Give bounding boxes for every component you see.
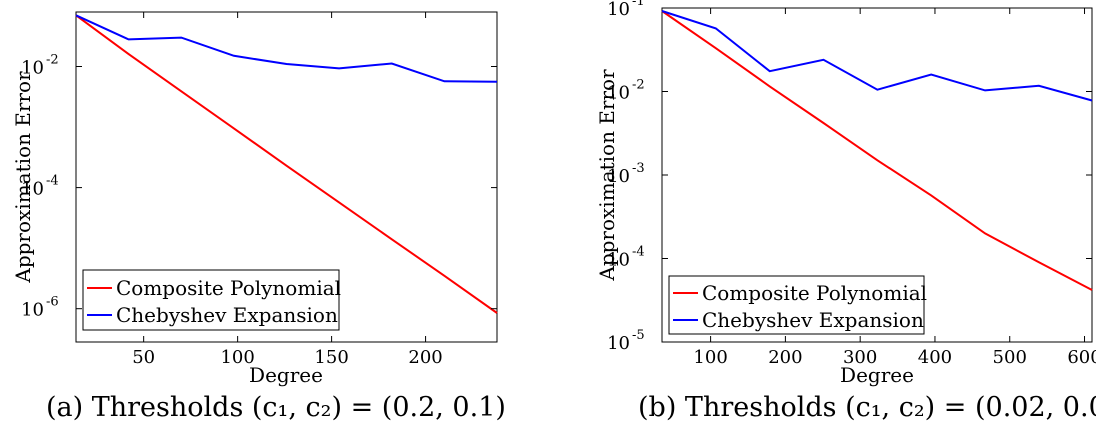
y-tick-exponent: -2 (46, 52, 59, 67)
legend-label: Composite Polynomial (702, 281, 927, 305)
x-tick-label: 100 (220, 347, 254, 368)
x-tick-label: 200 (408, 347, 442, 368)
series-layer (661, 10, 1093, 291)
x-tick-label: 400 (918, 347, 952, 368)
series-layer (75, 14, 498, 314)
x-tick-label: 200 (768, 347, 802, 368)
y-tick-exponent: -1 (632, 0, 645, 9)
legend: Composite Polynomial Chebyshev Expansion (82, 269, 341, 331)
y-tick-exponent: -4 (632, 245, 645, 260)
series-line (75, 14, 498, 314)
y-tick-exponent: -5 (632, 328, 645, 343)
series-line (75, 14, 498, 83)
y-axis-label: Approximation Error (595, 69, 619, 282)
x-tick-label: 100 (693, 347, 727, 368)
legend-box (82, 269, 340, 331)
series-line (661, 10, 1093, 291)
y-tick-exponent: -4 (46, 174, 59, 189)
caption-a: (a) Thresholds (c₁, c₂) = (0.2, 0.1) (46, 392, 506, 423)
legend: Composite Polynomial Chebyshev Expansion (668, 275, 927, 335)
x-tick-label: 300 (843, 347, 877, 368)
y-tick-label: 10 (607, 250, 630, 271)
y-tick-label: 10 (21, 300, 44, 321)
y-tick-label: 10 (607, 333, 630, 354)
series-line (661, 10, 1093, 102)
y-tick-label: 10 (607, 166, 630, 187)
y-tick-exponent: -6 (46, 295, 59, 310)
y-tick-exponent: -3 (632, 161, 645, 176)
x-axis-label: Degree (249, 363, 323, 387)
y-tick-label: 10 (21, 57, 44, 78)
legend-box (668, 275, 925, 335)
y-tick-exponent: -2 (632, 78, 645, 93)
y-axis-label: Approximation Error (11, 71, 35, 284)
x-tick-label: 600 (1067, 347, 1096, 368)
x-tick-label: 50 (132, 347, 155, 368)
x-axis-label: Degree (840, 363, 914, 387)
legend-label: Composite Polynomial (116, 276, 341, 300)
x-tick-label: 500 (993, 347, 1027, 368)
legend-label: Chebyshev Expansion (702, 308, 924, 332)
y-tick-label: 10 (21, 179, 44, 200)
legend-label: Chebyshev Expansion (116, 303, 338, 327)
x-tick-label: 150 (314, 347, 348, 368)
y-tick-label: 10 (607, 83, 630, 104)
caption-b: (b) Thresholds (c₁, c₂) = (0.02, 0.01) (638, 392, 1096, 423)
y-tick-label: 10 (607, 0, 630, 20)
